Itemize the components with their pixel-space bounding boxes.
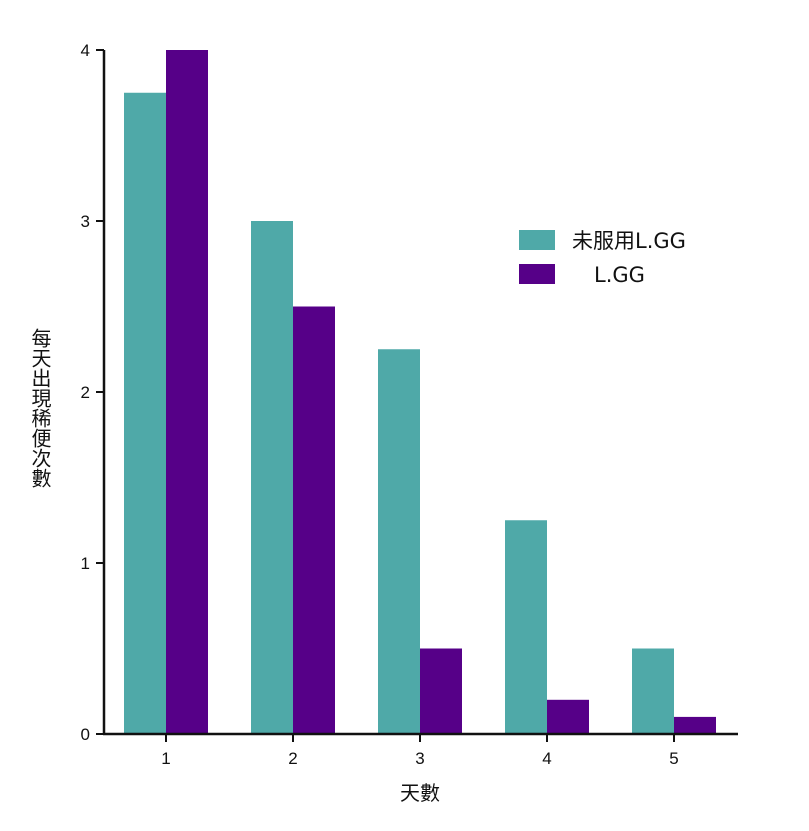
bar-series-2-category-3 xyxy=(420,648,462,734)
bar-series-2-category-5 xyxy=(674,716,716,734)
bar-series-2-category-2 xyxy=(293,306,335,734)
y-ticks-layer: 0 1 2 3 4 xyxy=(81,41,104,744)
x-tick-label: 3 xyxy=(415,749,424,768)
x-axis-title: 天數 xyxy=(400,781,440,805)
bar-series-1-category-5 xyxy=(632,648,674,734)
legend-swatch-series-2 xyxy=(519,264,555,284)
legend: 未服用L.GG L.GG xyxy=(519,229,686,287)
x-ticks-layer: 1 2 3 4 5 xyxy=(161,734,679,768)
y-tick-label: 2 xyxy=(81,383,90,402)
legend-label-series-2: L.GG xyxy=(594,263,645,287)
y-tick-label: 4 xyxy=(81,41,90,60)
x-tick-label: 1 xyxy=(161,749,170,768)
bar-series-1-category-3 xyxy=(378,349,420,734)
y-tick-label: 3 xyxy=(81,212,90,231)
x-tick-label: 2 xyxy=(288,749,297,768)
bars-layer xyxy=(124,50,716,734)
legend-swatch-series-1 xyxy=(519,230,555,250)
bar-series-2-category-4 xyxy=(547,699,589,734)
bar-series-1-category-2 xyxy=(251,221,293,734)
bar-series-1-category-4 xyxy=(505,520,547,734)
bar-series-1-category-1 xyxy=(124,92,166,734)
y-tick-label: 1 xyxy=(81,554,90,573)
y-axis-title: 每天出現稀便次數 xyxy=(28,328,52,488)
y-tick-label: 0 xyxy=(81,725,90,744)
bar-series-2-category-1 xyxy=(166,50,208,734)
x-tick-label: 5 xyxy=(669,749,678,768)
x-tick-label: 4 xyxy=(542,749,551,768)
legend-label-series-1: 未服用L.GG xyxy=(572,229,686,253)
